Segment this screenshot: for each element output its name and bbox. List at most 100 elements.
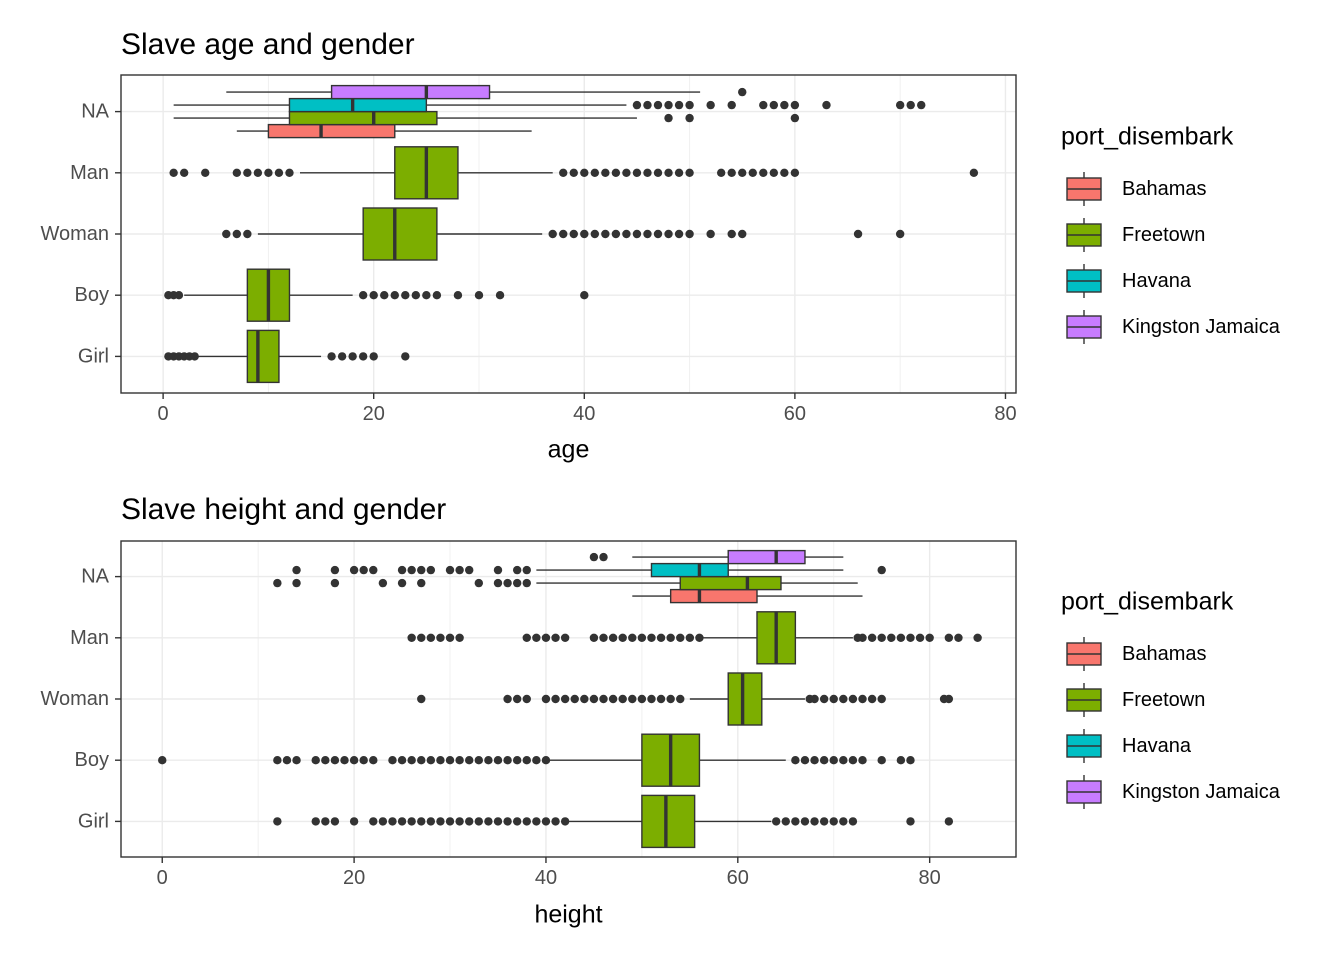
- outlier-point: [839, 694, 848, 704]
- outlier-point: [853, 229, 863, 239]
- outlier-point: [618, 694, 627, 704]
- outlier-point: [895, 100, 905, 110]
- x-axis: 0 20 40 60 80 height: [157, 857, 941, 929]
- box-na-freetown: [273, 575, 858, 591]
- outlier-point: [512, 817, 522, 826]
- outlier-point: [589, 552, 599, 562]
- outlier-point: [664, 113, 673, 123]
- outlier-point: [666, 694, 675, 704]
- box-body: [641, 794, 696, 849]
- outlier-point: [407, 756, 416, 765]
- outlier-point: [590, 229, 600, 239]
- outlier-point: [541, 633, 551, 642]
- outlier-point: [551, 694, 560, 704]
- box-man-freetown: [407, 611, 982, 665]
- outlier-point: [330, 756, 340, 765]
- outlier-point: [738, 87, 747, 97]
- chart-title: Slave height and gender: [121, 493, 446, 526]
- outlier-point: [973, 633, 982, 642]
- legend-key-havana: Havana: [1066, 729, 1192, 763]
- y-tick-label: Boy: [75, 284, 109, 306]
- outlier-point: [653, 100, 663, 110]
- outlier-point: [503, 817, 512, 826]
- legend-label: Bahamas: [1122, 643, 1207, 665]
- x-tick-label: 0: [158, 403, 169, 425]
- outlier-point: [666, 633, 675, 642]
- outlier-point: [264, 168, 273, 177]
- outlier-point: [674, 100, 684, 110]
- outlier-point: [829, 694, 838, 704]
- outlier-point: [445, 817, 455, 826]
- outlier-point: [580, 291, 589, 300]
- outlier-point: [716, 168, 726, 177]
- outlier-point: [512, 578, 522, 588]
- outlier-point: [512, 565, 522, 575]
- outlier-point: [330, 817, 340, 826]
- outlier-point: [541, 817, 551, 826]
- outlier-point: [407, 633, 416, 642]
- box-body: [288, 110, 438, 126]
- outlier-point: [495, 291, 505, 300]
- legend-key-bahamas: Bahamas: [1066, 637, 1207, 671]
- outlier-point: [179, 168, 189, 177]
- outlier-point: [426, 756, 436, 765]
- outlier-point: [738, 168, 747, 177]
- x-axis-title: age: [548, 436, 590, 464]
- outlier-point: [503, 694, 512, 704]
- outlier-point: [601, 229, 610, 239]
- outlier-point: [858, 756, 867, 765]
- outlier-point: [727, 229, 736, 239]
- legend-label: Freetown: [1122, 689, 1205, 711]
- outlier-point: [829, 817, 838, 826]
- y-tick-label: Girl: [78, 345, 109, 367]
- outlier-point: [232, 168, 242, 177]
- outlier-point: [358, 291, 368, 300]
- x-tick-label: 80: [994, 403, 1016, 425]
- x-tick-label: 60: [727, 867, 749, 889]
- outlier-point: [676, 694, 685, 704]
- outlier-point: [474, 756, 484, 765]
- chart-0: Slave age and gender 0 20 40 60 80 age Girl Boy W…: [40, 28, 1280, 464]
- outlier-point: [848, 756, 858, 765]
- outlier-point: [311, 756, 320, 765]
- outlier-point: [484, 756, 493, 765]
- outlier-point: [906, 817, 915, 826]
- outlier-point: [877, 694, 886, 704]
- outlier-point: [426, 633, 436, 642]
- outlier-point: [551, 633, 560, 642]
- outlier-point: [522, 578, 531, 588]
- outlier-point: [474, 578, 484, 588]
- box-body: [650, 562, 729, 578]
- chart-1: Slave height and gender 0 20 40 60 80 height Gi…: [40, 493, 1280, 929]
- outlier-point: [253, 168, 263, 177]
- outlier-point: [465, 817, 474, 826]
- x-axis-title: height: [534, 901, 602, 929]
- outlier-point: [791, 756, 800, 765]
- outlier-point: [944, 633, 954, 642]
- outlier-point: [532, 756, 541, 765]
- outlier-point: [560, 633, 570, 642]
- outlier-point: [780, 168, 789, 177]
- outlier-point: [643, 229, 652, 239]
- outlier-point: [643, 168, 652, 177]
- outlier-point: [532, 633, 541, 642]
- x-tick-label: 40: [573, 403, 595, 425]
- outlier-point: [685, 229, 694, 239]
- outlier-point: [599, 552, 608, 562]
- legend-key-havana: Havana: [1066, 264, 1192, 298]
- outlier-point: [647, 694, 656, 704]
- outlier-point: [243, 229, 252, 239]
- outlier-point: [512, 756, 522, 765]
- legend-title: port_disembark: [1061, 123, 1234, 151]
- outlier-point: [378, 578, 388, 588]
- outlier-point: [969, 168, 979, 177]
- outlier-point: [397, 756, 407, 765]
- outlier-point: [590, 168, 600, 177]
- outlier-point: [417, 756, 426, 765]
- outlier-point: [759, 168, 768, 177]
- x-tick-label: 20: [343, 867, 365, 889]
- outlier-point: [282, 756, 292, 765]
- outlier-point: [369, 291, 378, 300]
- outlier-point: [378, 817, 388, 826]
